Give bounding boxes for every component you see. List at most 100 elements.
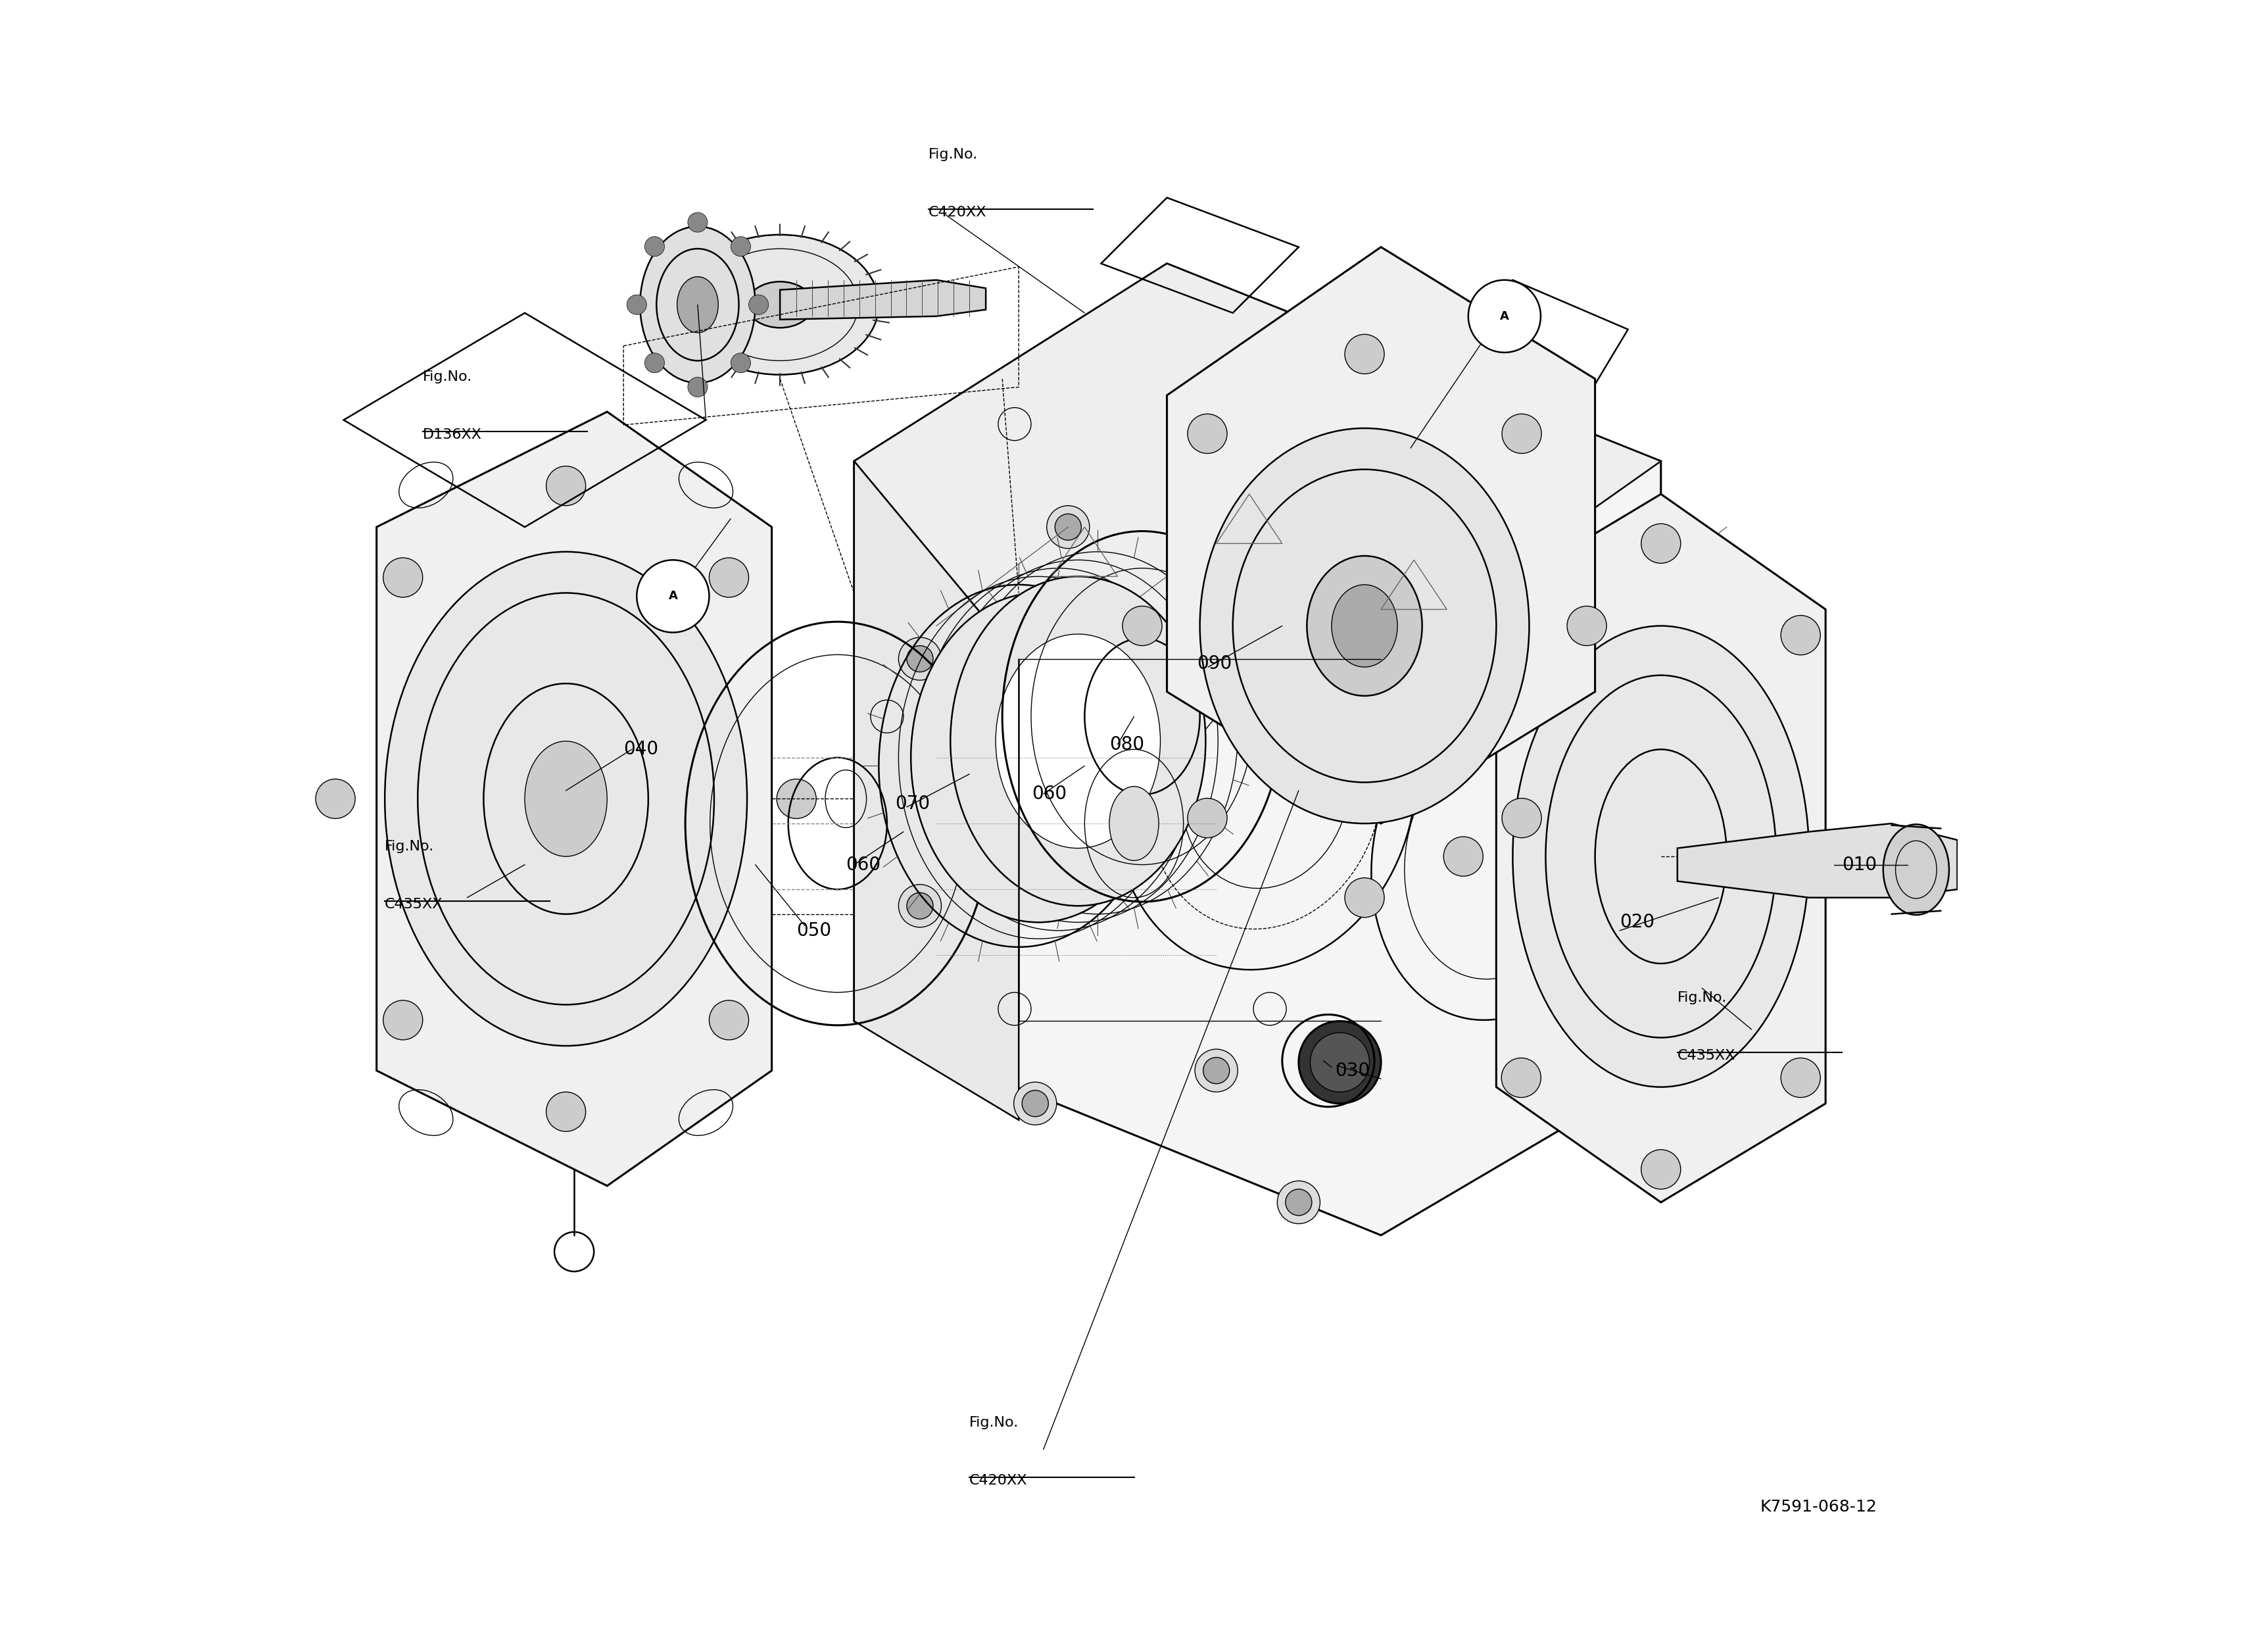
Circle shape bbox=[1442, 637, 1486, 680]
Text: 030: 030 bbox=[1336, 1061, 1370, 1080]
Circle shape bbox=[1549, 1090, 1576, 1117]
Circle shape bbox=[1188, 799, 1227, 838]
Ellipse shape bbox=[1882, 825, 1948, 916]
Circle shape bbox=[1501, 799, 1542, 838]
Circle shape bbox=[547, 1092, 585, 1131]
Text: Fig.No.: Fig.No. bbox=[968, 1416, 1018, 1430]
Ellipse shape bbox=[1331, 585, 1397, 667]
Circle shape bbox=[383, 1000, 422, 1039]
Text: 050: 050 bbox=[796, 921, 832, 940]
Circle shape bbox=[1195, 1049, 1238, 1092]
Circle shape bbox=[1780, 616, 1821, 656]
Circle shape bbox=[907, 893, 932, 919]
Circle shape bbox=[907, 646, 932, 672]
Circle shape bbox=[1839, 837, 1878, 876]
Circle shape bbox=[1515, 497, 1542, 524]
Text: Fig.No.: Fig.No. bbox=[1678, 991, 1726, 1005]
Circle shape bbox=[1442, 837, 1483, 876]
Text: Fig.No.: Fig.No. bbox=[386, 840, 433, 853]
Circle shape bbox=[710, 558, 748, 598]
Circle shape bbox=[898, 884, 941, 927]
Text: 020: 020 bbox=[1619, 912, 1656, 932]
Ellipse shape bbox=[1109, 786, 1159, 860]
Circle shape bbox=[687, 212, 708, 232]
Circle shape bbox=[1449, 646, 1476, 672]
Circle shape bbox=[1345, 334, 1383, 374]
Ellipse shape bbox=[680, 236, 878, 376]
Circle shape bbox=[1501, 616, 1540, 656]
Ellipse shape bbox=[912, 593, 1166, 922]
Circle shape bbox=[1277, 1181, 1320, 1224]
Polygon shape bbox=[855, 461, 1018, 1120]
Text: A: A bbox=[669, 590, 678, 603]
Circle shape bbox=[626, 295, 646, 315]
Text: Fig.No.: Fig.No. bbox=[928, 148, 978, 161]
Ellipse shape bbox=[678, 277, 719, 333]
Text: C420XX: C420XX bbox=[968, 1474, 1027, 1487]
Circle shape bbox=[730, 237, 751, 257]
Circle shape bbox=[1508, 489, 1551, 532]
Circle shape bbox=[1277, 390, 1320, 433]
Text: 070: 070 bbox=[896, 794, 930, 814]
Text: D136XX: D136XX bbox=[422, 428, 481, 441]
Circle shape bbox=[1123, 606, 1161, 646]
Circle shape bbox=[1642, 524, 1681, 563]
Ellipse shape bbox=[1306, 557, 1422, 697]
Circle shape bbox=[1055, 514, 1082, 540]
Circle shape bbox=[1642, 1150, 1681, 1189]
Circle shape bbox=[687, 377, 708, 397]
Polygon shape bbox=[855, 264, 1660, 1235]
Circle shape bbox=[1590, 670, 1633, 713]
Text: K7591-068-12: K7591-068-12 bbox=[1760, 1499, 1876, 1515]
Circle shape bbox=[1599, 679, 1624, 705]
Polygon shape bbox=[1678, 823, 1957, 898]
Text: C435XX: C435XX bbox=[386, 898, 442, 911]
Text: C420XX: C420XX bbox=[928, 206, 987, 219]
Ellipse shape bbox=[957, 651, 1120, 865]
Ellipse shape bbox=[386, 552, 746, 1046]
Text: 080: 080 bbox=[1109, 735, 1145, 754]
Circle shape bbox=[1014, 1082, 1057, 1125]
Ellipse shape bbox=[746, 282, 812, 328]
Polygon shape bbox=[1497, 494, 1826, 1202]
Circle shape bbox=[547, 466, 585, 506]
Text: 010: 010 bbox=[1842, 855, 1878, 875]
Circle shape bbox=[644, 237, 665, 257]
Circle shape bbox=[1501, 1057, 1540, 1097]
Circle shape bbox=[1048, 506, 1089, 548]
Circle shape bbox=[383, 558, 422, 598]
Text: 040: 040 bbox=[624, 740, 658, 759]
Circle shape bbox=[1300, 1021, 1381, 1103]
Ellipse shape bbox=[996, 634, 1161, 848]
Circle shape bbox=[1345, 878, 1383, 917]
Circle shape bbox=[1567, 606, 1606, 646]
Ellipse shape bbox=[640, 227, 755, 384]
Circle shape bbox=[315, 779, 356, 819]
Circle shape bbox=[898, 637, 941, 680]
Circle shape bbox=[710, 1000, 748, 1039]
Circle shape bbox=[1188, 413, 1227, 453]
Circle shape bbox=[1202, 1057, 1229, 1084]
Circle shape bbox=[1311, 1033, 1370, 1092]
Polygon shape bbox=[855, 264, 1660, 659]
Circle shape bbox=[1780, 1057, 1821, 1097]
Text: 060: 060 bbox=[1032, 784, 1066, 804]
Polygon shape bbox=[780, 280, 987, 320]
Circle shape bbox=[748, 295, 769, 315]
Ellipse shape bbox=[1513, 626, 1810, 1087]
Circle shape bbox=[730, 352, 751, 372]
Ellipse shape bbox=[524, 741, 608, 856]
Circle shape bbox=[1023, 1090, 1048, 1117]
Circle shape bbox=[776, 779, 816, 819]
Circle shape bbox=[1467, 280, 1540, 352]
Text: 090: 090 bbox=[1198, 654, 1232, 674]
Text: Fig.No.: Fig.No. bbox=[422, 371, 472, 384]
Ellipse shape bbox=[950, 576, 1207, 906]
Circle shape bbox=[1540, 1082, 1583, 1125]
Ellipse shape bbox=[1200, 428, 1529, 823]
Circle shape bbox=[644, 352, 665, 372]
Text: 060: 060 bbox=[846, 855, 880, 875]
Circle shape bbox=[1501, 413, 1542, 453]
Circle shape bbox=[1286, 1189, 1311, 1215]
Circle shape bbox=[1286, 399, 1311, 425]
